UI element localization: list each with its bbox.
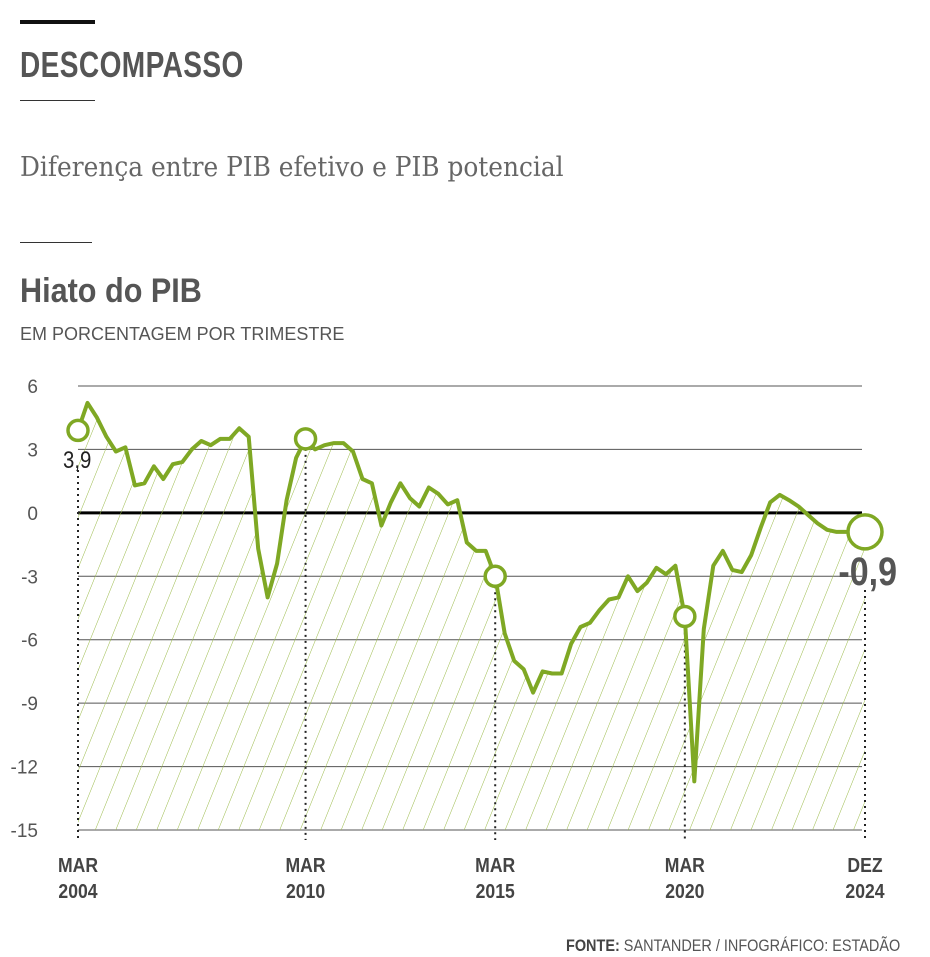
divider (20, 242, 92, 243)
kicker: DESCOMPASSO (20, 44, 244, 85)
x-tick-label: 2004 (58, 880, 98, 902)
x-tick-label: MAR (58, 854, 98, 876)
x-tick-label: DEZ (847, 854, 882, 876)
source-text: SANTANDER / INFOGRÁFICO: ESTADÃO (623, 936, 900, 955)
x-tick-label: 2010 (286, 880, 325, 902)
y-tick-label: -9 (21, 694, 38, 715)
subtitle: Diferença entre PIB efetivo e PIB potenc… (20, 152, 564, 183)
highlight-point (66, 418, 90, 443)
highlight-point (293, 427, 318, 451)
y-tick-label: -15 (11, 821, 38, 842)
chart-title: Hiato do PIB (20, 272, 202, 310)
start-value-label: 3,9 (63, 446, 91, 473)
x-tick-label: MAR (475, 854, 515, 876)
x-tick-label: MAR (665, 854, 705, 876)
y-tick-label: -6 (21, 631, 38, 652)
y-tick-label: -12 (11, 758, 38, 779)
y-tick-label: 6 (27, 377, 38, 398)
x-tick-label: 2024 (845, 880, 885, 902)
highlight-point (846, 513, 884, 551)
source-credit: FONTE: SANTANDER / INFOGRÁFICO: ESTADÃO (566, 936, 900, 956)
x-tick-label: 2015 (476, 880, 515, 902)
x-tick-label: 2020 (665, 880, 704, 902)
source-label: FONTE: (565, 936, 620, 955)
area-hatch (78, 402, 865, 830)
end-value-label: -0,9 (838, 548, 897, 593)
highlight-point (483, 564, 507, 589)
highlight-point (673, 604, 697, 629)
x-tick-label: MAR (286, 854, 326, 876)
y-tick-label: -3 (21, 567, 38, 588)
chart-unit: EM PORCENTAGEM POR TRIMESTRE (20, 324, 345, 344)
top-accent-bar (20, 20, 95, 24)
y-tick-label: 3 (27, 440, 38, 461)
divider (20, 100, 95, 101)
y-tick-label: 0 (27, 504, 38, 525)
series-line (76, 400, 865, 784)
